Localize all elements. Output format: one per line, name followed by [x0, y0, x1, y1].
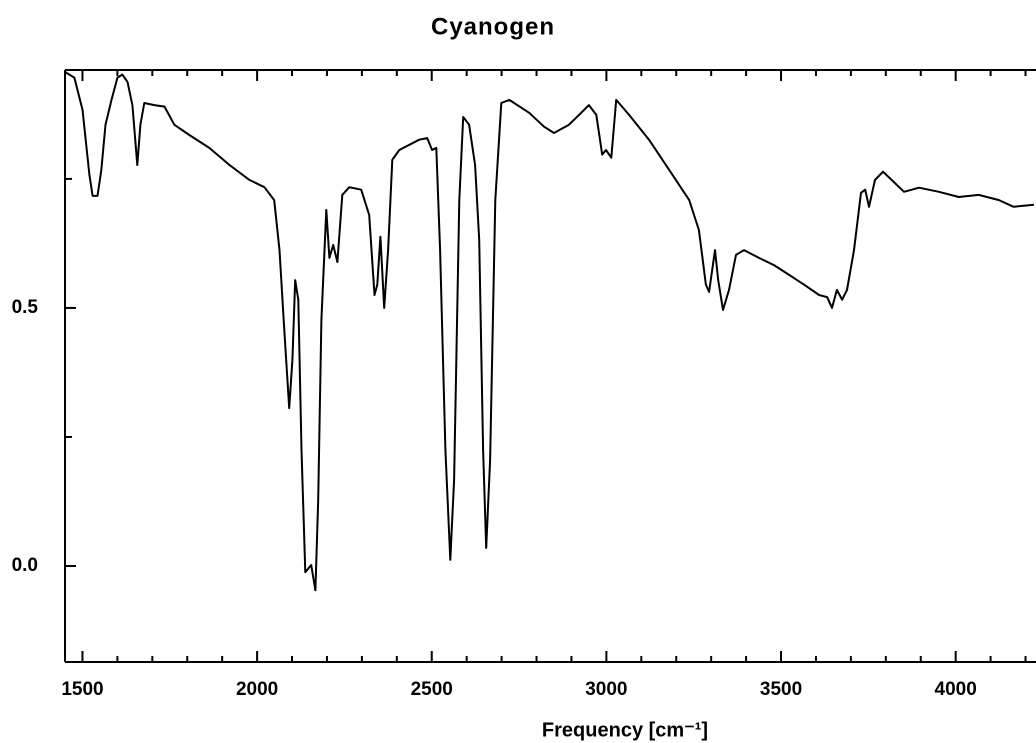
x-tick-label: 2000	[236, 679, 278, 700]
x-tick-label: 2500	[411, 679, 453, 700]
x-tick-label: 3000	[585, 679, 627, 700]
x-tick-label: 1500	[61, 679, 103, 700]
y-tick-label: 0.0	[12, 555, 38, 576]
y-tick-label: 0.5	[12, 297, 39, 318]
x-axis-label: Frequency [cm⁻¹]	[542, 719, 708, 741]
chart-title: Cyanogen	[431, 13, 555, 40]
x-tick-label: 4000	[935, 679, 977, 700]
spectrum-line	[64, 71, 1035, 592]
x-tick-label: 3500	[760, 679, 802, 700]
